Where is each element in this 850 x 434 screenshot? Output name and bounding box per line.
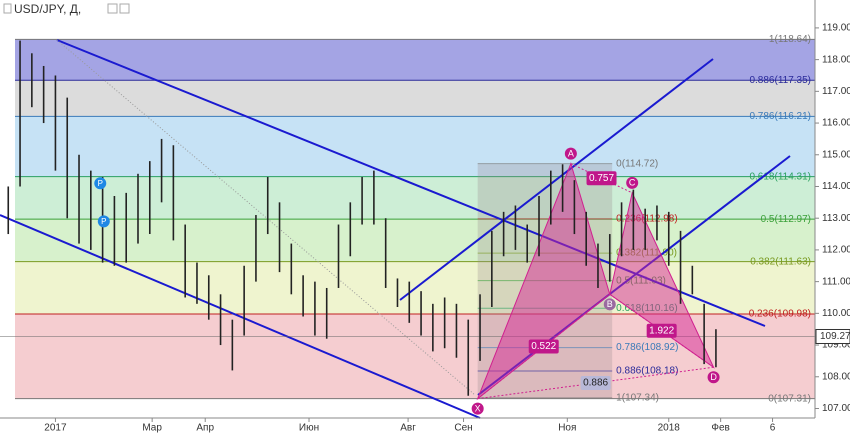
icon[interactable]: [119, 3, 130, 14]
ratio-box: [580, 375, 611, 390]
ratio-line: [609, 293, 714, 368]
fib-zone: [15, 39, 815, 81]
pattern-label: X: [475, 404, 481, 414]
small-fib-label: 0.786(108.92): [616, 342, 678, 353]
fib-label: 0.618(114.31): [749, 171, 811, 182]
pattern-label: B: [607, 299, 613, 309]
y-tick-label: 112.00: [822, 245, 850, 256]
y-tick-label: 111.00: [822, 276, 850, 287]
y-tick-label: 110.00: [822, 308, 850, 319]
small-fib-label: 0.886(108.18): [616, 366, 678, 377]
x-tick-label: 2018: [658, 423, 681, 434]
fib-zone: [15, 116, 815, 177]
ratio-label: 0.886: [583, 378, 608, 389]
x-tick-label: Фев: [711, 423, 729, 434]
icon[interactable]: [3, 3, 12, 14]
ratio-box: [528, 339, 559, 354]
ratio-label: 0.522: [531, 341, 556, 352]
plot: 1(118.64) 0.886(117.35) 0.786(116.21) 0.618…: [0, 34, 815, 419]
y-tick-label: 107.00: [822, 403, 850, 414]
y-tick-label: 118.00: [822, 54, 850, 65]
ratio-label: 0.757: [589, 173, 614, 184]
x-tick-label: Ноя: [558, 423, 576, 434]
y-tick-label: 109.00: [822, 340, 850, 351]
y-tick-label: 116.00: [822, 118, 850, 129]
x-tick-label: Авг: [400, 423, 416, 434]
symbol: USD/JPY, Д,: [14, 2, 81, 16]
pattern-label: D: [710, 372, 717, 382]
x-tick-label: 6: [770, 423, 776, 434]
y-tick-label: 119.00: [822, 23, 850, 34]
last-price-label: 109.27: [820, 331, 850, 342]
ratio-box: [586, 171, 617, 186]
y-tick-label: 113.00: [822, 213, 850, 224]
y-tick-label: 114.00: [822, 181, 850, 192]
pattern-point: [626, 176, 639, 189]
fib-zone: [15, 219, 815, 262]
x-tick-label: 2017: [44, 423, 67, 434]
fib-label: 0.236(109.98): [749, 309, 811, 320]
last-price-tag: [815, 328, 850, 344]
event-marker-label: P: [101, 217, 106, 226]
fib-label: 0.786(116.21): [749, 111, 811, 122]
x-tick-label: Июн: [299, 423, 319, 434]
small-fib-label: 1(107.34): [616, 392, 659, 403]
y-tick-label: 117.00: [822, 86, 850, 97]
ratio-box: [646, 323, 677, 338]
y-tick-label: 108.00: [822, 371, 850, 382]
icon[interactable]: [107, 3, 118, 14]
pattern-label: A: [568, 149, 574, 159]
pattern-point: [564, 147, 577, 160]
x-tick-label: Сен: [454, 423, 472, 434]
pattern-point: [603, 298, 616, 311]
y-tick-label: 115.00: [822, 149, 850, 160]
x-tick-label: Апр: [196, 423, 214, 434]
trend-line: [399, 58, 714, 301]
event-marker-label: P: [98, 179, 103, 188]
pattern-point: [471, 402, 484, 415]
pattern-label: C: [629, 178, 636, 188]
ratio-label: 1.922: [649, 325, 674, 336]
fib-label: 0.5(112.97): [761, 214, 811, 225]
x-tick-label: Мар: [142, 423, 162, 434]
fib-label: 0(107.31): [768, 393, 811, 404]
trend-line: [0, 214, 481, 419]
event-marker: [94, 177, 107, 190]
small-fib-label: 0.236(112.98): [616, 213, 678, 224]
fib-label: 0.382(111.63): [750, 256, 811, 267]
event-marker: [97, 215, 110, 228]
fib-label: 1(118.64): [769, 34, 811, 45]
fib-label: 0.886(117.35): [749, 75, 811, 86]
pattern-point: [707, 371, 720, 384]
fib-zone: [15, 80, 815, 117]
small-fib-label: 0(114.72): [616, 158, 658, 169]
fib-zone: [15, 176, 815, 220]
